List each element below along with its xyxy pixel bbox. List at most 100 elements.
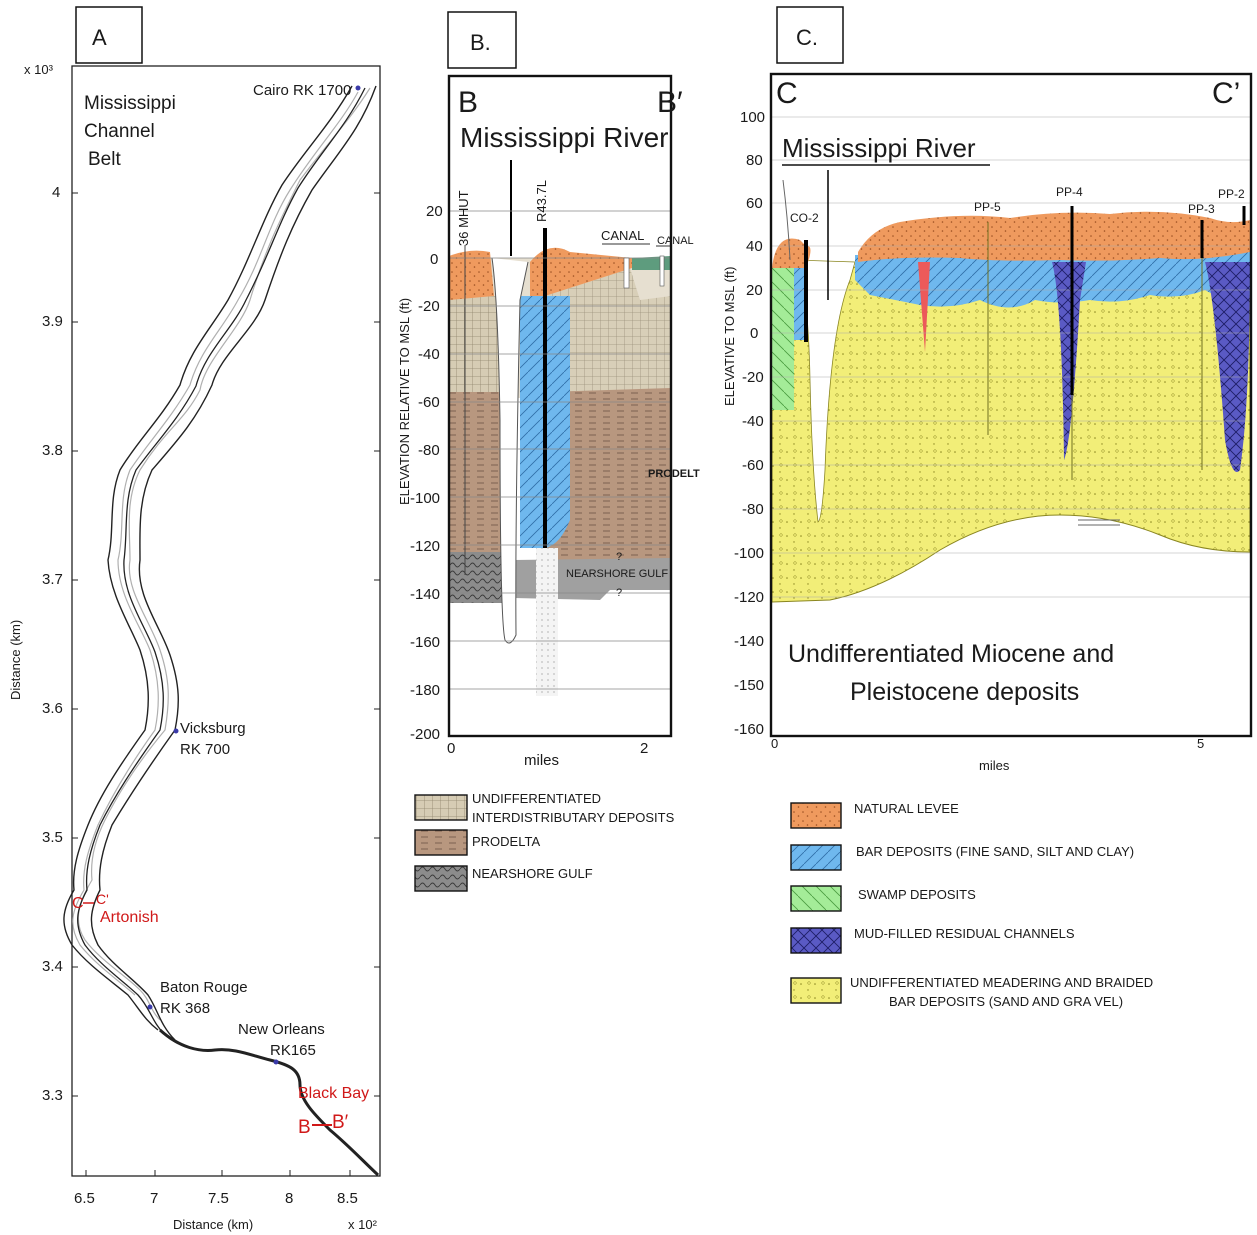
b-ytick-m160: -160 [410,634,440,651]
b-canal-lines [602,243,671,247]
c-legend-levee: NATURAL LEVEE [854,801,959,816]
b-legend-swatch-interdistributary [414,794,468,821]
c-legend-bar: BAR DEPOSITS (FINE SAND, SILT AND CLAY) [856,844,1134,859]
panel-a-x-multiplier: x 10² [348,1217,378,1232]
panel-c-frame [769,72,1253,738]
panel-a-ytick-3-6: 3.6 [42,700,63,717]
c-well-label-co2: CO-2 [790,211,819,225]
panel-c-letter: C. [796,25,818,50]
panel-c-right-end: C’ [1212,77,1240,110]
cross-section-b-prime-label: B′ [332,1112,349,1133]
panel-a-xtick-7-5: 7.5 [208,1190,229,1207]
b-canal-cut-1 [623,257,630,289]
c-xtick-0: 0 [771,736,778,751]
vicksburg-marker [173,728,179,734]
c-ytick-80: 80 [746,152,763,169]
panel-a-ylabel: Distance (km) [8,620,23,700]
b-ytick-m20: -20 [418,298,440,315]
c-bar-deposit-layer [855,250,1250,308]
b-ytick-20: 20 [426,203,443,220]
c-well-label-pp4: PP-4 [1056,185,1083,199]
b-legend-interdistributary-2: INTERDISTRIBUTARY DEPOSITS [472,810,675,825]
panel-a-title-line-3: Belt [88,149,121,170]
place-baton-rouge-rk: RK 368 [160,1000,210,1017]
c-ytick-m140: -140 [734,633,764,650]
b-canal-label-1: CANAL [601,228,644,243]
place-baton-rouge: Baton Rouge [160,979,248,996]
panel-a-ytick-3-5: 3.5 [42,829,63,846]
panel-a-belt-edge-east [90,85,377,1041]
c-gridlines [772,116,1250,598]
c-legend: NATURAL LEVEE BAR DEPOSITS (FINE SAND, S… [790,801,1153,1009]
c-ytick-100: 100 [740,109,765,126]
b-ytick-0: 0 [430,251,438,268]
panel-b: B. [397,11,700,892]
new-orleans-marker [273,1059,279,1065]
c-ytick-m160: -160 [734,721,764,738]
b-gridlines [449,210,671,690]
b-interdistributary-left [449,296,510,396]
b-levee-right [530,247,632,296]
c-bar-deposit-left [794,268,806,340]
panel-a-ytick-3-4: 3.4 [42,958,63,975]
b-legend-prodelta: PRODELTA [472,834,540,849]
c-well-label-pp2: PP-2 [1218,187,1245,201]
panel-a-title-line-1: Mississippi [84,93,176,114]
black-bay-label: Black Bay [298,1085,369,1102]
c-bottom-marks [1078,519,1120,526]
c-xlabel: miles [979,758,1010,773]
b-canal-label-2: CANAL [657,235,694,247]
c-mud-channel-pp4 [1052,262,1086,460]
c-ytick-60: 60 [746,195,763,212]
c-legend-swatch-levee [790,802,842,829]
b-xtick-2: 2 [640,740,648,757]
cross-section-c-label: C [72,895,84,912]
c-xtick-5: 5 [1197,736,1204,751]
c-ytick-m40: -40 [742,413,764,430]
c-ytick-20: 20 [746,282,763,299]
c-ytick-m100: -100 [734,545,764,562]
panel-c-left-end: C [776,77,798,110]
b-ylabel: ELEVATION RELATIVE TO MSL (ft) [397,298,412,505]
panel-a-letter-box [75,6,143,64]
panel-a-frame [71,65,381,1177]
b-legend-swatch-prodelta [414,829,468,856]
b-ytick-m80: -80 [418,442,440,459]
c-body-text-1: Undifferentiated Miocene and [788,640,1114,668]
panel-a-xtick-6-5: 6.5 [74,1190,95,1207]
panel-a-y-multiplier: x 10³ [24,62,54,77]
b-well-label-r43: R43.7L [534,180,549,222]
b-prodelta-right [545,388,671,560]
place-cairo: Cairo RK 1700 [253,82,351,99]
panel-a-river-delta [158,1028,380,1177]
panel-c-section [772,75,1250,735]
panel-a-ytick-3-3: 3.3 [42,1087,63,1104]
panel-b-letter-box [447,11,517,69]
cross-section-b-label: B [298,1117,311,1138]
place-vicksburg-rk: RK 700 [180,741,230,758]
panel-a-ytick-3-9: 3.9 [42,313,63,330]
c-ytick-m20: -20 [742,369,764,386]
c-mud-channel-pp2 [1205,262,1250,472]
place-new-orleans-rk: RK165 [270,1042,316,1059]
c-swamp-deposits [772,268,794,410]
b-question-2: ? [616,587,622,599]
panel-a-xlabel: Distance (km) [173,1217,253,1232]
c-well-label-pp3: PP-3 [1188,202,1215,216]
panel-a-meander-belt [77,87,371,1021]
b-xtick-0: 0 [447,740,455,757]
place-vicksburg: Vicksburg [180,720,246,737]
c-legend-swamp: SWAMP DEPOSITS [858,887,976,902]
b-canal-cut-2 [659,255,665,287]
panel-b-left-end: B [458,86,478,119]
b-ytick-m100: -100 [410,490,440,507]
c-legend-sand-1: UNDIFFERENTIATED MEADERING AND BRAIDED [850,975,1153,990]
panel-a-belt-edge-west [63,85,353,1031]
b-legend: UNDIFFERENTIATED INTERDISTRIBUTARY DEPOS… [414,791,675,892]
artonish-label: Artonish [100,909,159,926]
b-legend-interdistributary-1: UNDIFFERENTIATED [472,791,601,806]
baton-rouge-marker [147,1004,153,1010]
b-legend-nearshore: NEARSHORE GULF [472,866,593,881]
b-ytick-m40: -40 [418,346,440,363]
